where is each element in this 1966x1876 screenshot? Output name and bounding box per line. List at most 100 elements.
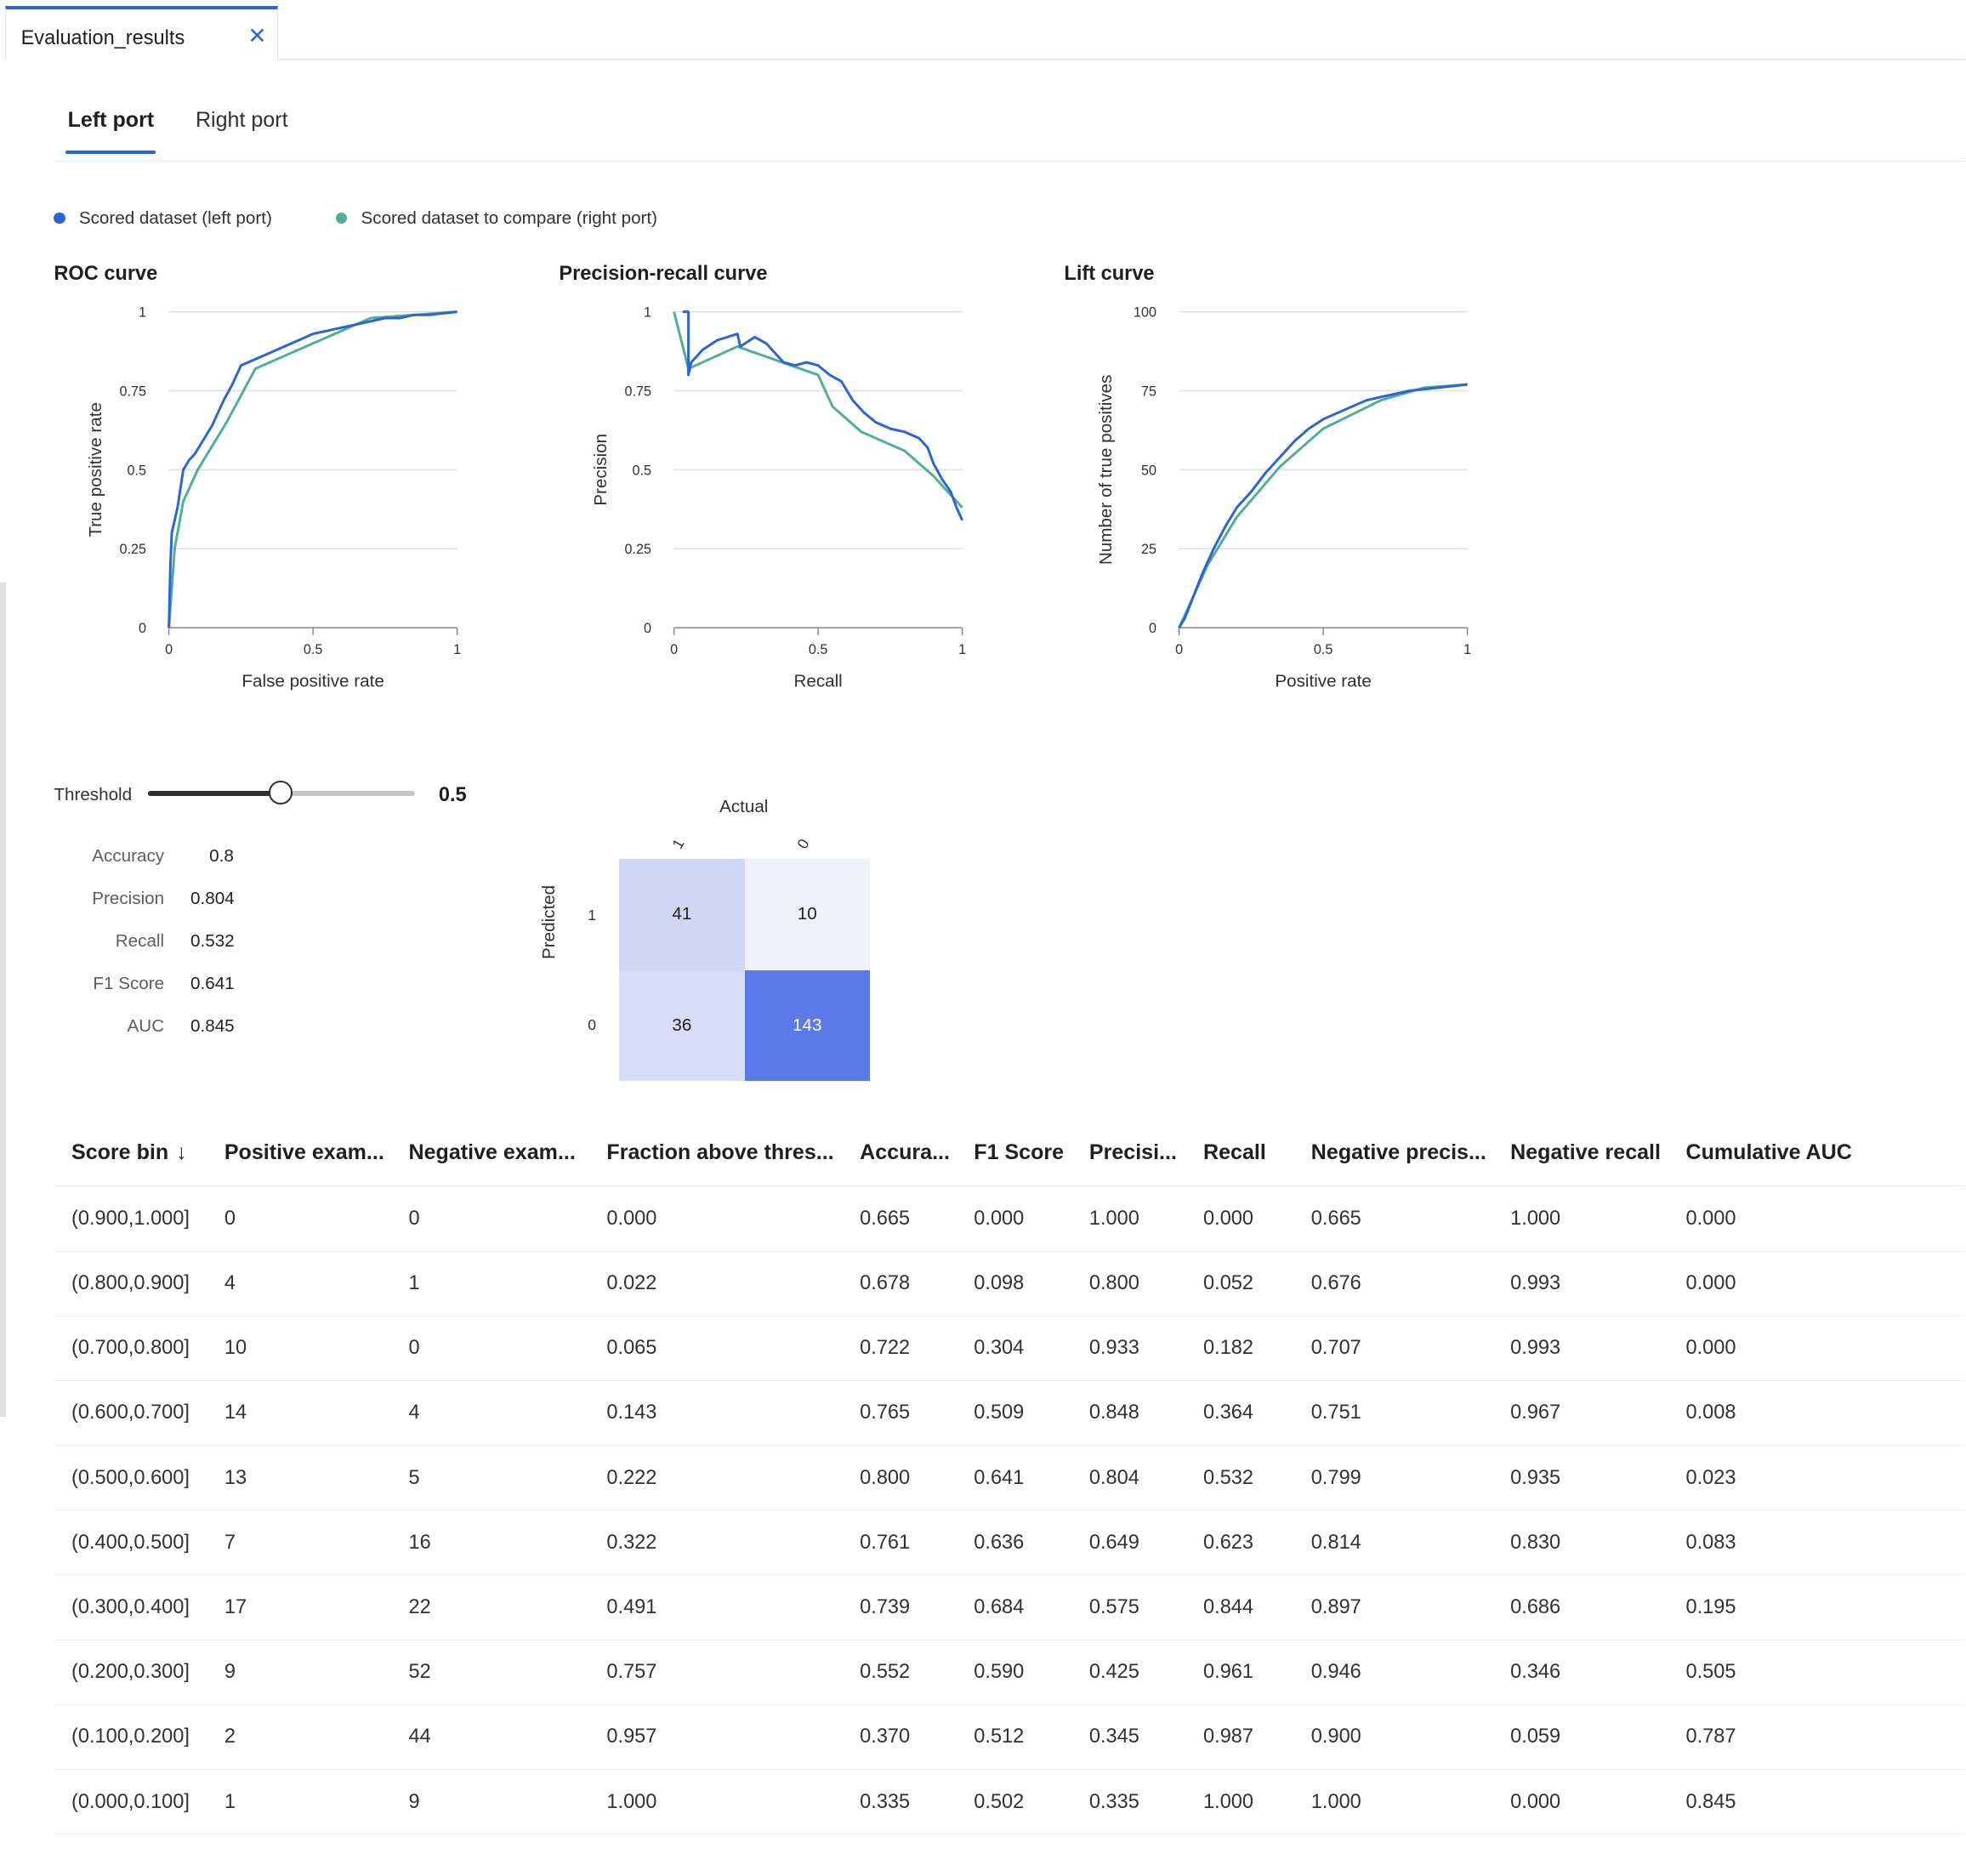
x-tick-label: 0: [165, 642, 173, 657]
series-line-left-port[interactable]: [168, 310, 458, 628]
y-tick-label: 50: [1141, 463, 1156, 479]
metric-recall: Recall 0.532: [54, 931, 304, 956]
column-header-label: F1 Score: [974, 1140, 1065, 1165]
cell-recall: 1.000: [1203, 1789, 1254, 1812]
close-icon[interactable]: ✕: [247, 23, 267, 49]
y-tick-label: 0: [1149, 621, 1156, 636]
cell-f1-score: 0.641: [974, 1465, 1025, 1488]
predicted-tick-1: 1: [588, 906, 597, 924]
table-row[interactable]: (0.000,0.100] 1 9 1.000 0.335 0.502 0.335 1.000…: [54, 1770, 1966, 1835]
column-header-label: Negative precis...: [1310, 1140, 1486, 1165]
precision-recall-chart[interactable]: 0 0.25 0.5 0.75 1 0 0.5 1 Recall Precision: [559, 294, 985, 708]
cell-f1-score: 0.590: [974, 1660, 1025, 1683]
score-bin-table: Score bin ↓ Positive exam... Negative exam.…: [54, 1123, 1966, 1835]
cell-precision: 0.933: [1088, 1336, 1139, 1359]
table-row[interactable]: (0.800,0.900] 4 1 0.022 0.678 0.098 0.800 0.052…: [54, 1252, 1966, 1316]
threshold-slider[interactable]: [147, 781, 415, 804]
cell-precision: 0.649: [1088, 1530, 1139, 1553]
cell-negative-examples: 44: [408, 1725, 431, 1748]
cell-precision: 0.575: [1088, 1595, 1139, 1617]
document-tab[interactable]: Evaluation_results ✕: [4, 6, 279, 60]
confusion-cell-true-positive[interactable]: 41: [619, 858, 745, 970]
metric-label: Accuracy: [92, 845, 165, 866]
column-header-precision[interactable]: Precisi...: [1089, 1140, 1177, 1165]
cell-negative-precision: 0.665: [1310, 1206, 1361, 1229]
lift-chart[interactable]: 0 25 50 75 100 0 0.5 1 Positive rate Number of tr…: [1064, 294, 1490, 708]
cell-negative-recall: 0.346: [1510, 1660, 1561, 1683]
table-row[interactable]: (0.400,0.500] 7 16 0.322 0.761 0.636 0.649 0.62…: [54, 1510, 1966, 1576]
series-line-left-port[interactable]: [683, 310, 964, 521]
cell-f1-score: 0.636: [974, 1530, 1025, 1553]
y-tick-label: 1: [139, 305, 146, 321]
cell-score-bin: (0.000,0.100]: [71, 1789, 190, 1812]
y-tick-label: 25: [1141, 542, 1156, 557]
cell-accuracy: 0.722: [860, 1336, 911, 1359]
confusion-cell-false-positive[interactable]: 10: [744, 858, 870, 970]
cell-precision: 0.848: [1088, 1401, 1139, 1424]
column-header-score-bin[interactable]: Score bin ↓: [71, 1140, 187, 1165]
cell-accuracy: 0.678: [860, 1271, 911, 1294]
legend-label: Scored dataset to compare (right port): [361, 207, 658, 228]
column-header-recall[interactable]: Recall: [1203, 1140, 1266, 1165]
cell-positive-examples: 4: [224, 1271, 236, 1294]
series-line-right-port[interactable]: [1178, 384, 1469, 629]
roc-chart[interactable]: 0 0.25 0.5 0.75 1 0 0.5 1 False positive rate Tru…: [54, 294, 480, 708]
cell-score-bin: (0.500,0.600]: [71, 1465, 190, 1488]
table-row[interactable]: (0.600,0.700] 14 4 0.143 0.765 0.509 0.848 0.36…: [54, 1381, 1966, 1447]
arrow-down-icon[interactable]: ↓: [175, 1140, 187, 1165]
table-row[interactable]: (0.900,1.000] 0 0 0.000 0.665 0.000 1.000 0.000…: [54, 1186, 1966, 1252]
y-tick-label: 1: [644, 305, 651, 321]
column-header-cumulative-auc[interactable]: Cumulative AUC: [1686, 1140, 1852, 1165]
cell-precision: 0.335: [1088, 1789, 1139, 1812]
table-row[interactable]: (0.200,0.300] 9 52 0.757 0.552 0.590 0.425 0.96…: [54, 1640, 1966, 1705]
x-tick-label: 1: [453, 642, 461, 657]
table-row[interactable]: (0.700,0.800] 10 0 0.065 0.722 0.304 0.933 0.18…: [54, 1316, 1966, 1381]
y-tick-label: 0.5: [633, 463, 652, 479]
cell-f1-score: 0.512: [974, 1725, 1025, 1748]
x-tick-label: 0: [1176, 642, 1184, 657]
cell-positive-examples: 0: [224, 1206, 236, 1229]
y-tick-label: 0.75: [625, 384, 652, 400]
column-header-fraction-above-threshold[interactable]: Fraction above thres...: [606, 1140, 833, 1165]
cell-negative-recall: 0.935: [1510, 1465, 1561, 1488]
tab-right-port[interactable]: Right port: [195, 107, 288, 132]
cell-negative-examples: 16: [408, 1530, 431, 1553]
roc-chart-title: ROC curve: [54, 262, 158, 285]
metric-value: 0.641: [190, 974, 235, 994]
confusion-matrix-predicted-label: Predicted: [538, 884, 559, 959]
threshold-value: 0.5: [438, 783, 467, 806]
y-tick-label: 0.25: [120, 542, 147, 557]
table-row[interactable]: (0.500,0.600] 13 5 0.222 0.800 0.641 0.804 0.53…: [54, 1446, 1966, 1511]
y-tick-label: 100: [1134, 305, 1156, 321]
cell-cumulative-auc: 0.083: [1685, 1530, 1736, 1553]
column-header-negative-precision[interactable]: Negative precis...: [1311, 1140, 1486, 1165]
cell-accuracy: 0.370: [860, 1725, 911, 1748]
cell-cumulative-auc: 0.008: [1685, 1401, 1736, 1424]
cell-negative-recall: 0.059: [1510, 1725, 1561, 1748]
series-line-right-port[interactable]: [673, 311, 964, 509]
cell-recall: 0.987: [1203, 1725, 1254, 1748]
x-tick-label: 1: [1464, 642, 1472, 657]
column-header-f1-score[interactable]: F1 Score: [974, 1140, 1064, 1165]
cell-f1-score: 0.304: [974, 1336, 1025, 1359]
series-line-left-port[interactable]: [1178, 384, 1469, 629]
cell-recall: 0.532: [1203, 1465, 1254, 1488]
column-header-positive-examples[interactable]: Positive exam...: [224, 1140, 384, 1165]
column-header-negative-recall[interactable]: Negative recall: [1510, 1140, 1661, 1165]
table-row[interactable]: (0.100,0.200] 2 44 0.957 0.370 0.512 0.345 0.98…: [54, 1705, 1966, 1770]
column-header-accuracy[interactable]: Accura...: [860, 1140, 950, 1165]
cell-negative-recall: 0.993: [1510, 1336, 1561, 1359]
threshold-slider-thumb[interactable]: [269, 781, 293, 804]
cell-negative-precision: 0.897: [1310, 1595, 1361, 1617]
cell-negative-examples: 0: [408, 1206, 420, 1229]
x-tick-label: 1: [959, 642, 967, 657]
table-row[interactable]: (0.300,0.400] 17 22 0.491 0.739 0.684 0.575 0.8…: [54, 1575, 1966, 1640]
confusion-cell-true-negative[interactable]: 143: [744, 969, 870, 1081]
tab-left-port[interactable]: Left port: [67, 107, 155, 132]
legend-dot-icon: [54, 213, 65, 225]
cell-positive-examples: 7: [224, 1530, 236, 1553]
metric-value: 0.532: [190, 931, 235, 952]
column-header-negative-examples[interactable]: Negative exam...: [409, 1140, 576, 1165]
confusion-cell-false-negative[interactable]: 36: [619, 969, 745, 1081]
metric-f1-score: F1 Score 0.641: [54, 974, 304, 998]
